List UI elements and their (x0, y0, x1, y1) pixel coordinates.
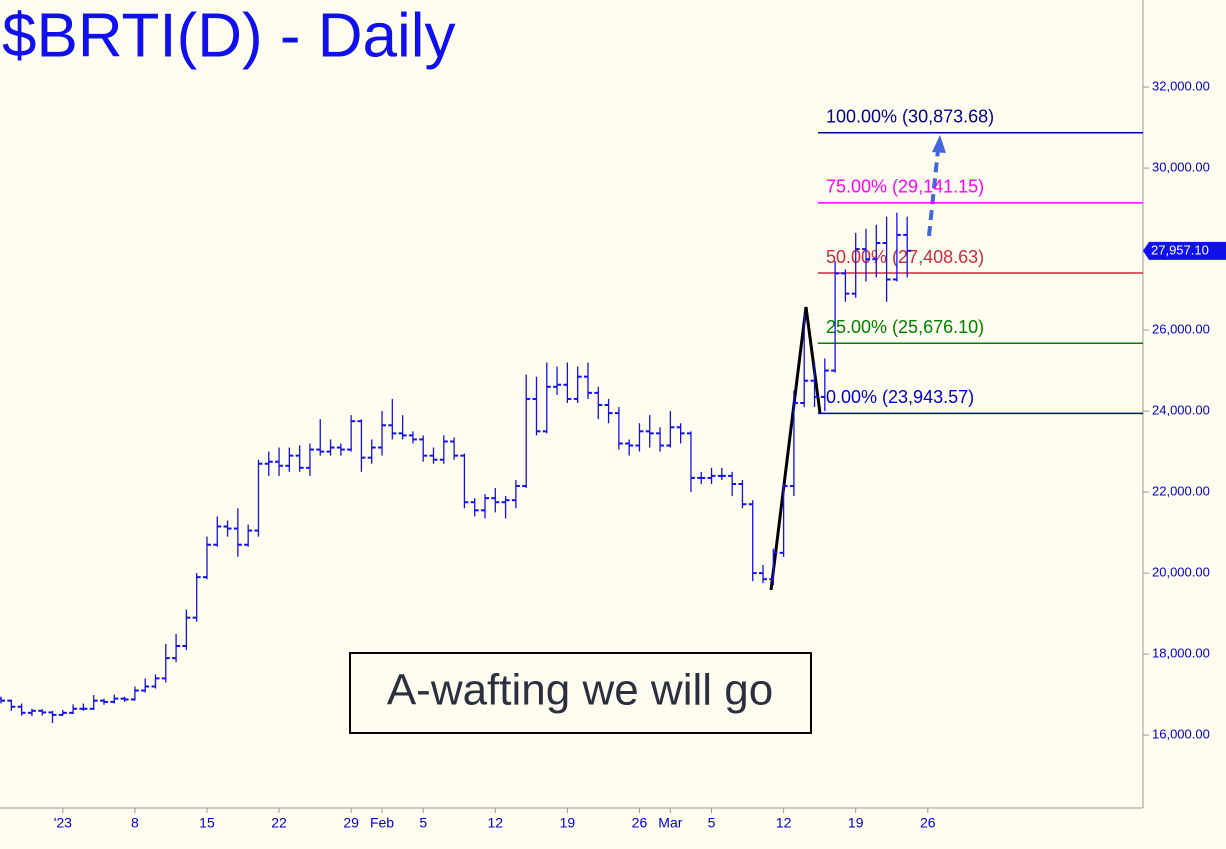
level-label: 0.00% (23,943.57) (826, 387, 974, 407)
x-tick-label: Feb (370, 815, 394, 831)
last-price-label: 27,957.10 (1151, 242, 1209, 257)
target-arrow-head (932, 135, 946, 153)
x-tick-label: 12 (488, 815, 504, 831)
target-arrow (927, 149, 940, 237)
level-label: 25.00% (25,676.10) (826, 317, 984, 337)
x-tick-label: 26 (632, 815, 648, 831)
x-tick-label: 26 (920, 815, 936, 831)
level-label: 50.00% (27,408.63) (826, 247, 984, 267)
x-tick-label: 5 (419, 815, 427, 831)
x-tick-label: '23 (54, 815, 72, 831)
y-tick-label: 18,000.00 (1152, 646, 1210, 661)
last-price-tag (1143, 241, 1226, 260)
y-tick-label: 32,000.00 (1152, 79, 1210, 94)
y-tick-label: 20,000.00 (1152, 565, 1210, 580)
x-tick-label: 19 (848, 815, 864, 831)
x-tick-label: 15 (199, 815, 215, 831)
y-tick-label: 22,000.00 (1152, 484, 1210, 499)
y-tick-label: 26,000.00 (1152, 322, 1210, 337)
y-tick-label: 30,000.00 (1152, 160, 1210, 175)
x-tick-label: 12 (776, 815, 792, 831)
x-tick-label: 5 (708, 815, 716, 831)
x-tick-label: Mar (658, 815, 682, 831)
annotation-box (349, 652, 812, 734)
y-tick-label: 24,000.00 (1152, 403, 1210, 418)
chart-title: $BRTI(D) - Daily (2, 1, 456, 70)
plot: 16,000.00 18,000.00 20,000.00 22,000.00 24,0… (0, 79, 1226, 831)
annotation: A-wafting we will go (387, 666, 773, 715)
x-tick-label: 22 (271, 815, 287, 831)
x-tick-label: 29 (343, 815, 359, 831)
abc-pattern (769, 306, 822, 591)
level-label: 75.00% (29,141.15) (826, 177, 984, 197)
level-label: 100.00% (30,873.68) (826, 106, 994, 126)
y-tick-label: 16,000.00 (1152, 727, 1210, 742)
x-tick-label: 19 (560, 815, 576, 831)
x-tick-label: 8 (131, 815, 139, 831)
